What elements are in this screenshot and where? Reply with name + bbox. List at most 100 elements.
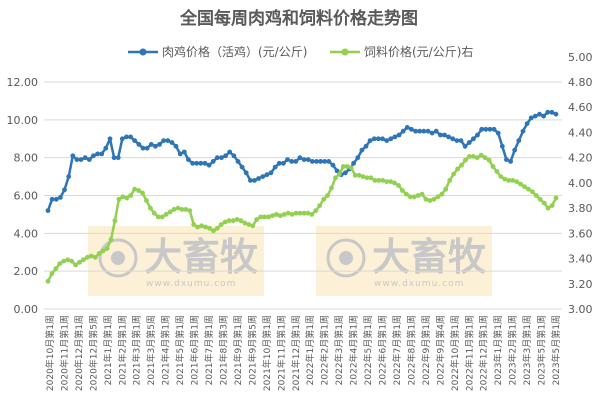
data-point bbox=[512, 147, 518, 153]
data-point bbox=[238, 218, 244, 224]
data-point bbox=[475, 132, 480, 138]
data-point bbox=[376, 178, 382, 183]
data-point bbox=[155, 214, 161, 220]
data-point bbox=[396, 132, 402, 138]
data-point bbox=[541, 113, 546, 119]
data-point bbox=[506, 178, 512, 183]
chart-title: 全国每周肉鸡和饲料价格走势图 bbox=[179, 8, 418, 29]
data-point bbox=[202, 160, 208, 166]
data-point bbox=[74, 157, 80, 163]
data-point bbox=[103, 145, 109, 151]
data-point bbox=[348, 165, 354, 171]
x-tick-label: 2022年7月第1周 bbox=[391, 315, 403, 385]
data-point bbox=[467, 154, 472, 159]
data-point bbox=[450, 136, 456, 142]
x-tick-label: 2021年3月第1周 bbox=[131, 315, 143, 385]
data-point bbox=[301, 157, 307, 163]
data-point bbox=[407, 194, 413, 200]
data-point bbox=[231, 153, 237, 159]
data-point bbox=[363, 143, 369, 149]
data-point bbox=[518, 181, 523, 187]
data-point bbox=[161, 138, 167, 144]
data-point bbox=[120, 194, 126, 200]
data-point bbox=[281, 212, 287, 217]
data-point bbox=[388, 136, 394, 142]
data-point bbox=[140, 145, 146, 151]
data-point bbox=[256, 176, 261, 181]
watermark-logo-icon bbox=[98, 238, 138, 278]
data-point bbox=[203, 224, 208, 230]
data-point bbox=[45, 278, 51, 284]
right-tick-label: 4.00 bbox=[568, 177, 593, 190]
data-point bbox=[264, 172, 270, 178]
data-point bbox=[53, 196, 59, 202]
data-point bbox=[553, 111, 559, 117]
data-point bbox=[537, 196, 543, 202]
data-point bbox=[351, 160, 356, 166]
data-point bbox=[144, 145, 150, 151]
data-point bbox=[173, 143, 179, 149]
data-point bbox=[69, 258, 74, 264]
data-point bbox=[392, 134, 398, 140]
left-tick-label: 4.00 bbox=[14, 227, 39, 240]
data-point bbox=[128, 134, 134, 140]
data-point bbox=[364, 175, 370, 181]
x-tick-label: 2022年8月第1周 bbox=[405, 315, 417, 385]
data-point bbox=[504, 157, 509, 163]
data-point bbox=[439, 191, 445, 197]
data-point bbox=[289, 212, 295, 217]
data-point bbox=[214, 225, 220, 231]
x-tick-label: 2022年3月第1周 bbox=[333, 315, 345, 385]
x-tick-label: 2021年8月第3周 bbox=[217, 315, 229, 385]
data-point bbox=[82, 155, 88, 161]
data-point bbox=[356, 172, 362, 178]
data-point bbox=[230, 218, 236, 224]
data-point bbox=[175, 205, 181, 211]
x-tick-label: 2021年12月第1周 bbox=[290, 315, 302, 391]
x-tick-label: 2022年1月第1周 bbox=[304, 315, 316, 385]
data-point bbox=[281, 160, 286, 166]
legend-label-feed-price: 饲料价格(元/公斤)右 bbox=[364, 44, 473, 59]
data-point bbox=[49, 196, 55, 202]
data-point bbox=[112, 218, 118, 224]
data-point bbox=[400, 128, 406, 134]
data-point bbox=[73, 262, 78, 268]
data-point bbox=[305, 210, 311, 216]
x-tick-label: 2021年1月第1周 bbox=[102, 315, 114, 385]
data-point bbox=[65, 257, 71, 263]
data-point bbox=[419, 191, 425, 197]
data-point bbox=[417, 128, 423, 134]
data-point bbox=[330, 162, 336, 168]
data-point bbox=[235, 159, 241, 164]
data-point bbox=[293, 210, 299, 216]
data-point bbox=[266, 214, 271, 220]
data-point bbox=[148, 205, 153, 211]
x-tick-label: 2020年12月第5周 bbox=[87, 315, 99, 391]
right-tick-label: 5.00 bbox=[568, 51, 593, 64]
watermark-url: www.dxumu.com bbox=[146, 279, 236, 289]
data-point bbox=[502, 176, 508, 182]
x-tick-label: 2022年12月第1周 bbox=[478, 315, 490, 391]
left-tick-label: 8.00 bbox=[14, 152, 39, 165]
data-point bbox=[425, 128, 431, 134]
data-point bbox=[100, 248, 106, 254]
data-point bbox=[415, 193, 421, 198]
x-tick-label: 2022年6月第1周 bbox=[377, 315, 389, 385]
data-point bbox=[314, 159, 319, 164]
data-point bbox=[482, 155, 488, 161]
right-tick-label: 4.20 bbox=[568, 152, 593, 165]
data-point bbox=[136, 142, 142, 147]
series-feed-price bbox=[45, 152, 559, 284]
data-point bbox=[384, 138, 390, 144]
data-point bbox=[499, 143, 505, 149]
data-point bbox=[396, 183, 401, 188]
legend-item-feed-price: 饲料价格(元/公斤)右 bbox=[330, 44, 473, 59]
data-point bbox=[446, 134, 451, 140]
data-point bbox=[274, 212, 279, 217]
series bbox=[45, 109, 559, 284]
data-point bbox=[429, 130, 435, 136]
data-point bbox=[227, 149, 233, 155]
data-point bbox=[478, 152, 484, 158]
data-point bbox=[528, 115, 534, 121]
data-point bbox=[198, 160, 204, 166]
